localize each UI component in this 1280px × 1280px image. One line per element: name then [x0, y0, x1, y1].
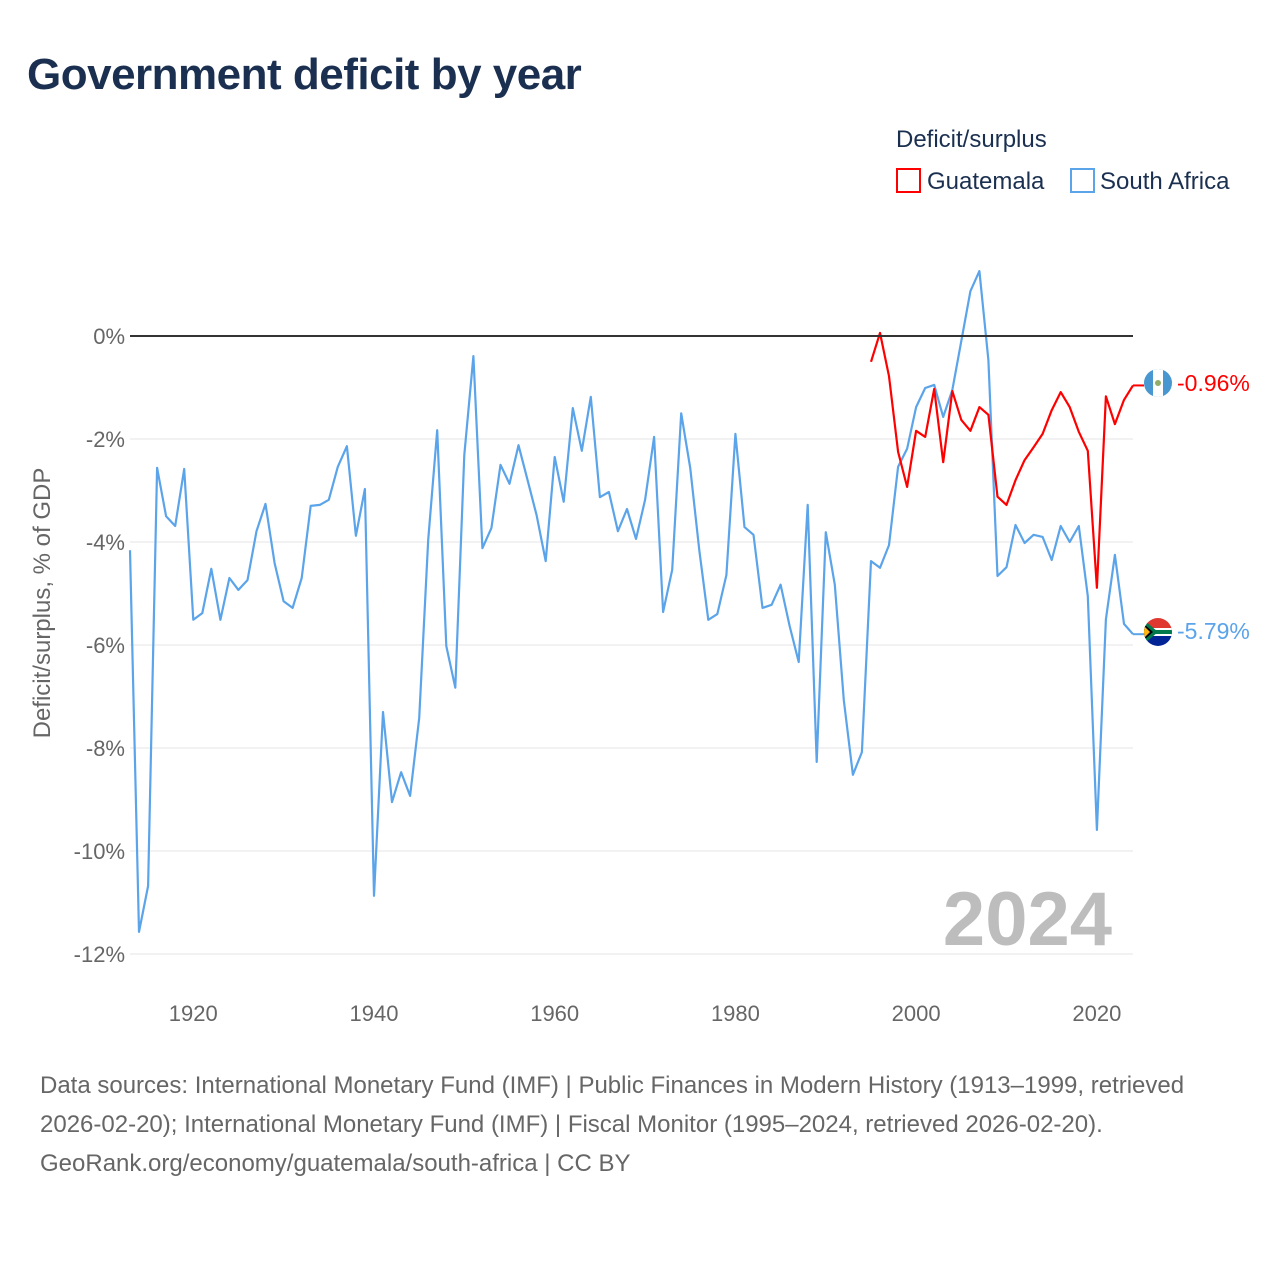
guatemala-flag-icon [1144, 369, 1172, 397]
y-tick-label: -2% [86, 427, 125, 452]
legend-label-south-africa: South Africa [1100, 168, 1230, 195]
x-axis-ticks: 1920 1940 1960 1980 2000 2020 [169, 1001, 1122, 1026]
y-axis-label: Deficit/surplus, % of GDP [29, 468, 56, 739]
y-tick-label: -4% [86, 530, 125, 555]
y-tick-label: -8% [86, 736, 125, 761]
end-marker-south-africa: -5.79% [1144, 618, 1250, 646]
x-tick-label: 2000 [892, 1001, 941, 1026]
y-tick-label: 0% [93, 324, 125, 349]
legend: Deficit/surplus Guatemala South Africa [896, 126, 1230, 195]
x-tick-label: 1940 [349, 1001, 398, 1026]
south-africa-flag-icon [1144, 618, 1172, 646]
credit-link[interactable]: GeoRank.org/economy/guatemala/south-afri… [40, 1150, 631, 1177]
legend-label-guatemala: Guatemala [927, 168, 1045, 195]
x-tick-label: 2020 [1072, 1001, 1121, 1026]
y-tick-label: -6% [86, 633, 125, 658]
legend-title: Deficit/surplus [896, 126, 1047, 153]
end-label-south-africa: -5.79% [1177, 618, 1250, 644]
x-tick-label: 1920 [169, 1001, 218, 1026]
data-sources: Data sources: International Monetary Fun… [40, 1072, 1185, 1138]
legend-swatch-south-africa [1070, 168, 1095, 193]
end-label-guatemala: -0.96% [1177, 370, 1250, 396]
year-watermark: 2024 [943, 877, 1112, 962]
y-tick-label: -12% [74, 942, 125, 967]
y-tick-label: -10% [74, 839, 125, 864]
series-line-guatemala [869, 331, 1134, 589]
x-tick-label: 1960 [530, 1001, 579, 1026]
gridlines [130, 438, 1133, 955]
y-axis-ticks: 0% -2% -4% -6% -8% -10% -12% [74, 324, 125, 967]
x-tick-label: 1980 [711, 1001, 760, 1026]
footer: Data sources: International Monetary Fun… [40, 1066, 1240, 1183]
series-line-south-africa [128, 270, 1134, 934]
legend-item-guatemala[interactable]: Guatemala [896, 168, 1045, 195]
legend-swatch-guatemala [896, 168, 921, 193]
chart-title: Government deficit by year [27, 50, 582, 99]
end-marker-guatemala: -0.96% [1144, 369, 1250, 397]
legend-item-south-africa[interactable]: South Africa [1070, 168, 1230, 195]
series-lines [128, 270, 1144, 934]
